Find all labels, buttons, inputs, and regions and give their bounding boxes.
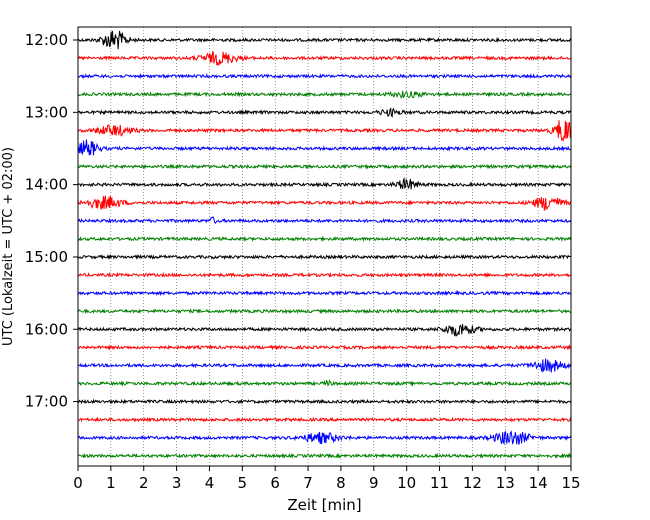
- x-tick-label: 6: [270, 474, 280, 492]
- trace-1645: [77, 379, 572, 387]
- trace-1600: [77, 324, 572, 337]
- x-tick-label: 2: [139, 474, 149, 492]
- trace-1700: [77, 398, 572, 405]
- trace-1330: [77, 139, 572, 156]
- trace-1230: [77, 73, 572, 80]
- x-tick-label: 3: [172, 474, 182, 492]
- seismic-traces: [77, 30, 572, 459]
- trace-1215: [77, 51, 572, 66]
- trace-1400: [77, 176, 572, 190]
- y-tick-label: 15:00: [25, 248, 68, 266]
- x-axis-label: Zeit [min]: [287, 496, 361, 514]
- trace-1615: [77, 344, 572, 351]
- y-tick-label: 17:00: [25, 393, 68, 411]
- trace-1515: [77, 271, 572, 279]
- plot-frame: [77, 26, 572, 467]
- trace-1300: [77, 107, 572, 118]
- trace-1315: [77, 120, 572, 142]
- x-tick-label: 5: [238, 474, 248, 492]
- x-tick-label: 0: [73, 474, 83, 492]
- trace-1245: [77, 90, 572, 99]
- trace-1730: [77, 430, 572, 446]
- x-tick-label: 11: [430, 474, 449, 492]
- trace-1445: [77, 235, 572, 243]
- y-tick-label: 14:00: [25, 176, 68, 194]
- trace-1200: [77, 30, 572, 50]
- x-tick-label: 8: [336, 474, 346, 492]
- x-tick-label: 13: [496, 474, 515, 492]
- trace-1430: [77, 216, 572, 225]
- trace-1530: [77, 289, 572, 297]
- y-axis-label: UTC (Lokalzeit = UTC + 02:00): [1, 147, 16, 346]
- x-tick-label: 9: [369, 474, 379, 492]
- trace-1500: [77, 253, 572, 261]
- trace-1415: [77, 195, 572, 211]
- x-tick-label: 12: [463, 474, 482, 492]
- y-tick-label: 12:00: [25, 31, 68, 49]
- y-tick-label: 13:00: [25, 103, 68, 121]
- x-tick-label: 15: [561, 474, 580, 492]
- y-tick-label: 16:00: [25, 320, 68, 338]
- y-axis-ticks: 12:00 13:00 14:00 15:00 16:00 17:00: [25, 31, 78, 411]
- x-tick-label: 1: [106, 474, 116, 492]
- trace-1715: [77, 416, 572, 423]
- x-tick-label: 10: [397, 474, 416, 492]
- trace-1630: [77, 358, 572, 373]
- x-tick-label: 7: [303, 474, 313, 492]
- x-tick-label: 14: [529, 474, 548, 492]
- trace-1345: [77, 163, 572, 170]
- x-tick-label: 4: [205, 474, 215, 492]
- trace-1745: [77, 452, 572, 459]
- x-axis-ticks: 0 1 2 3 4 5 6 7 8 9 10 11 12 13 14 15: [73, 466, 581, 492]
- trace-1545: [77, 308, 572, 315]
